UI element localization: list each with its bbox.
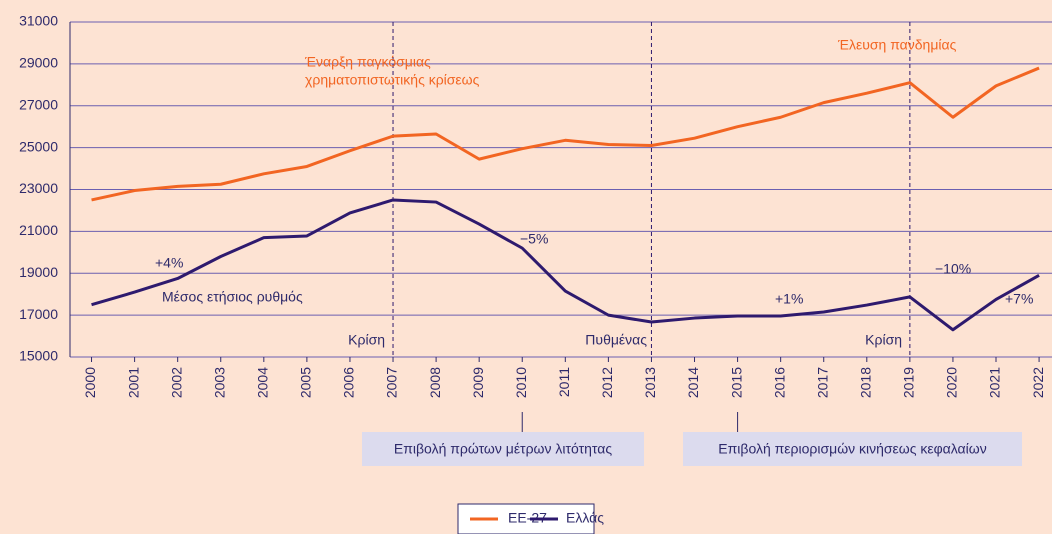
- x-tick-label: 2017: [814, 367, 830, 398]
- x-tick-label: 2007: [384, 367, 400, 398]
- x-tick-label: 2002: [168, 367, 184, 398]
- y-tick-label: 17000: [19, 306, 58, 322]
- y-tick-label: 15000: [19, 348, 58, 364]
- y-tick-label: 19000: [19, 264, 58, 280]
- annotation: Μέσος ετήσιος ρυθμός: [162, 289, 303, 305]
- x-tick-label: 2022: [1030, 367, 1046, 398]
- x-tick-label: 2008: [427, 367, 443, 398]
- x-tick-label: 2016: [771, 367, 787, 398]
- y-tick-label: 29000: [19, 55, 58, 71]
- x-tick-label: 2015: [728, 367, 744, 398]
- y-tick-label: 27000: [19, 96, 58, 112]
- x-tick-label: 2003: [211, 367, 227, 398]
- y-tick-label: 23000: [19, 180, 58, 196]
- series-line: [91, 198, 1040, 332]
- annotation: Έλευση πανδημίας: [837, 37, 957, 53]
- x-tick-label: 2001: [125, 367, 141, 398]
- annotation: −5%: [520, 231, 548, 247]
- x-tick-label: 2004: [255, 367, 271, 398]
- x-tick-label: 2014: [685, 367, 701, 398]
- x-tick-label: 2010: [513, 367, 529, 398]
- x-tick-label: 2006: [341, 367, 357, 398]
- annotation: Κρίση: [865, 332, 902, 348]
- x-tick-label: 2019: [901, 367, 917, 398]
- y-tick-label: 21000: [19, 222, 58, 238]
- y-tick-label: 31000: [19, 13, 58, 29]
- x-tick-label: 2012: [599, 367, 615, 398]
- x-tick-label: 2013: [642, 367, 658, 398]
- annotation: +4%: [155, 255, 183, 271]
- annotation: +7%: [1005, 291, 1033, 307]
- y-tick-label: 25000: [19, 138, 58, 154]
- legend-label: Ελλάς: [566, 510, 604, 526]
- annotation: +1%: [775, 291, 803, 307]
- x-tick-label: 2005: [298, 367, 314, 398]
- x-tick-label: 2018: [858, 367, 874, 398]
- annotation: χρηματοπιστωτικής κρίσεως: [305, 72, 480, 88]
- annotation: Κρίση: [348, 332, 385, 348]
- x-tick-label: 2011: [556, 367, 572, 397]
- x-tick-label: 2000: [82, 367, 98, 398]
- x-tick-label: 2021: [987, 367, 1003, 398]
- series-line: [91, 66, 1040, 202]
- callout-box: [683, 432, 1022, 466]
- annotation: Πυθμένας: [585, 332, 647, 348]
- x-tick-label: 2020: [944, 367, 960, 398]
- legend-label: ΕΕ-27: [508, 510, 547, 526]
- callout-text: Επιβολή πρώτων μέτρων λιτότητας: [394, 441, 612, 457]
- callout-text: Επιβολή περιορισμών κινήσεως κεφαλαίων: [718, 441, 986, 457]
- x-tick-label: 2009: [470, 367, 486, 398]
- callout-box: [362, 432, 644, 466]
- annotation: −10%: [935, 261, 971, 277]
- annotation: Έναρξη παγκόσμιας: [304, 54, 431, 70]
